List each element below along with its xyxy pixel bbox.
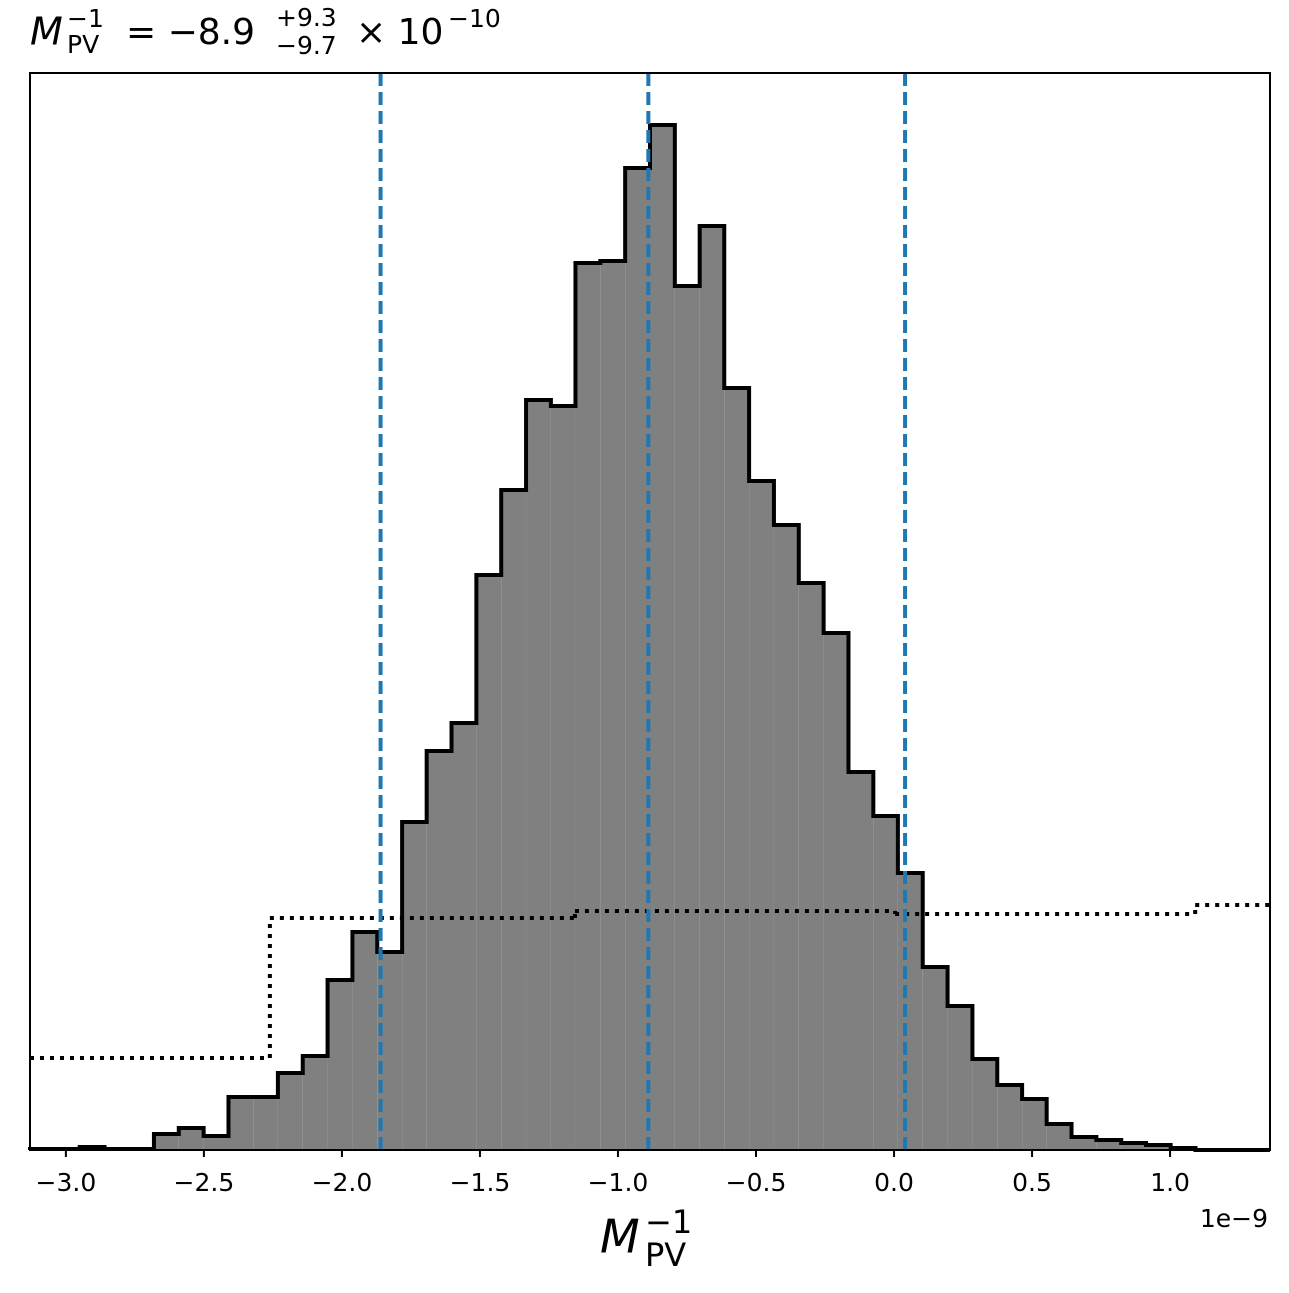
x-label-symbol: M bbox=[600, 1210, 640, 1264]
histogram-bar bbox=[575, 263, 601, 1150]
title-upper: +9.3 bbox=[276, 3, 337, 32]
x-tick-label: 1.0 bbox=[1150, 1168, 1190, 1197]
histogram-bar bbox=[773, 525, 799, 1150]
plot-frame bbox=[29, 72, 1271, 1151]
title-sub: PV bbox=[67, 30, 99, 59]
title-equals: = −8.9 bbox=[126, 12, 255, 53]
title: M −1 PV = −8.9 +9.3 −9.7 × 10 −10 bbox=[30, 3, 501, 60]
histogram-bar bbox=[972, 1059, 998, 1150]
x-label-sub: PV bbox=[645, 1236, 686, 1274]
histogram-bar bbox=[1071, 1137, 1097, 1150]
histogram-bar bbox=[848, 772, 874, 1150]
x-tick-label: 0.0 bbox=[874, 1168, 914, 1197]
histogram-bar bbox=[327, 980, 353, 1150]
histogram-bar bbox=[947, 1006, 973, 1150]
x-tick-label: −0.5 bbox=[726, 1168, 787, 1197]
histogram-bar bbox=[997, 1085, 1023, 1150]
histogram-bar bbox=[674, 286, 700, 1150]
histogram-bar bbox=[724, 388, 750, 1150]
histogram-bar bbox=[402, 822, 427, 1150]
x-tick-label: −1.5 bbox=[450, 1168, 511, 1197]
histogram-bar bbox=[153, 1134, 179, 1150]
x-label: M −1 PV bbox=[600, 1203, 692, 1274]
histogram-bar bbox=[1121, 1143, 1147, 1150]
title-sup: −1 bbox=[67, 4, 104, 33]
histogram-outline bbox=[28, 123, 1270, 1152]
title-symbol: M bbox=[30, 10, 63, 54]
histogram-bar bbox=[798, 583, 824, 1150]
title-exp: −10 bbox=[448, 4, 501, 33]
title-lower: −9.7 bbox=[276, 31, 337, 60]
x-offset-text: 1e−9 bbox=[1200, 1204, 1268, 1233]
histogram-bar bbox=[1096, 1140, 1122, 1150]
histogram-bar bbox=[1022, 1099, 1047, 1150]
histogram-bar bbox=[550, 406, 576, 1150]
histogram-bar bbox=[1146, 1145, 1171, 1150]
histogram-bar bbox=[625, 168, 650, 1150]
histogram-bar bbox=[699, 226, 725, 1150]
histogram-bar bbox=[178, 1128, 204, 1150]
histogram-bar bbox=[873, 816, 898, 1150]
histogram-bar bbox=[426, 751, 452, 1150]
histogram-bar bbox=[277, 1073, 303, 1150]
histogram-bar bbox=[526, 400, 551, 1150]
histogram-bar bbox=[897, 873, 923, 1150]
histogram-bar bbox=[1046, 1124, 1072, 1150]
histogram-bar bbox=[451, 723, 477, 1150]
title-times: × 10 bbox=[356, 12, 443, 53]
histogram-bar bbox=[228, 1097, 254, 1150]
histogram-bar bbox=[203, 1136, 229, 1150]
histogram-bar bbox=[352, 932, 378, 1150]
histogram-bar bbox=[749, 481, 774, 1150]
x-tick-label: −3.0 bbox=[36, 1168, 97, 1197]
histogram-bar bbox=[302, 1056, 328, 1150]
x-tick-label: −2.0 bbox=[312, 1168, 373, 1197]
histogram-bar bbox=[253, 1097, 278, 1150]
x-tick-label: 0.5 bbox=[1012, 1168, 1052, 1197]
histogram-bar bbox=[476, 575, 502, 1150]
x-label-sup: −1 bbox=[645, 1203, 692, 1241]
histogram-bar bbox=[650, 125, 675, 1150]
histogram-bar bbox=[922, 967, 948, 1150]
histogram-bar bbox=[600, 261, 626, 1150]
x-tick-label: −1.0 bbox=[588, 1168, 649, 1197]
histogram-bar bbox=[823, 633, 849, 1150]
histogram-bar bbox=[501, 490, 527, 1150]
x-tick-label: −2.5 bbox=[174, 1168, 235, 1197]
